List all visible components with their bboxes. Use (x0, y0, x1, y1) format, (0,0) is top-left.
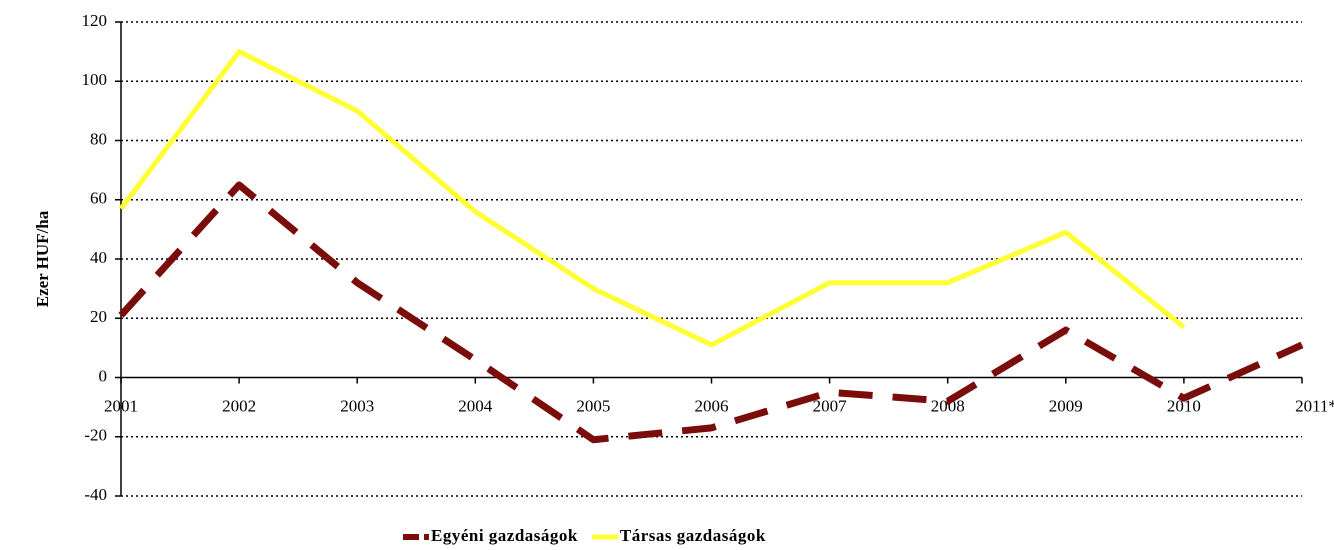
y-axis-label: Ezer HUF/ha (33, 210, 52, 307)
x-tick-label: 2004 (458, 396, 493, 415)
x-tick-label: 2010 (1167, 396, 1201, 415)
series-line (118, 181, 1304, 444)
x-tick-label: 2006 (695, 396, 729, 415)
y-tick-label: 20 (90, 307, 107, 326)
x-tick-label: 2008 (931, 396, 965, 415)
x-tick-label: 2005 (576, 396, 610, 415)
y-tick-label: 80 (90, 129, 107, 148)
legend-label: Egyéni gazdaságok (431, 526, 578, 545)
series-line (119, 49, 1186, 348)
y-tick-label: 120 (82, 11, 108, 30)
x-tick-label: 2011* (1295, 396, 1334, 415)
y-tick-label: -40 (84, 485, 107, 504)
x-tick-label: 2003 (340, 396, 374, 415)
x-tick-label: 2007 (813, 396, 848, 415)
x-tick-label: 2001 (104, 396, 138, 415)
y-tick-label: 60 (90, 189, 107, 208)
y-tick-label: 0 (99, 366, 108, 385)
y-tick-label: -20 (84, 426, 107, 445)
legend-label: Társas gazdaságok (620, 526, 766, 545)
y-tick-label: 40 (90, 248, 107, 267)
x-tick-label: 2009 (1049, 396, 1083, 415)
x-tick-label: 2002 (222, 396, 256, 415)
y-tick-label: 100 (82, 70, 108, 89)
